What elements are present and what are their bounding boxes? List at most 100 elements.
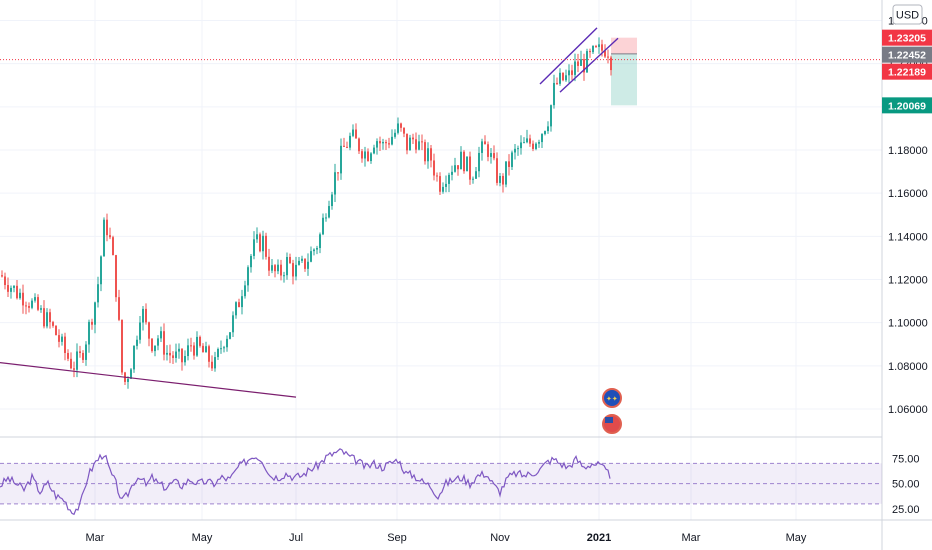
candle-body [538,142,540,144]
candle-body [217,349,219,358]
candle-body [316,248,318,250]
candle-body [271,265,273,271]
candle-body [325,217,327,219]
candle-body [211,361,213,369]
candle-body [385,141,387,144]
candle-body [223,347,225,349]
candle-body [238,302,240,308]
price-tick-label: 1.12000 [888,275,928,287]
candle-body [10,287,12,292]
candle-body [235,302,237,316]
time-label-mar: Mar [86,532,105,544]
candle-body [517,148,519,150]
candle-body [421,141,423,143]
candle-body [265,235,267,257]
candle-body [388,143,390,145]
support-trendline[interactable] [0,362,297,398]
rsi-line [0,448,611,516]
time-label-may: May [192,532,213,544]
candle-body [349,135,351,148]
candle-body [328,206,330,218]
candle-body [16,285,18,299]
price-gridlines [0,20,882,410]
candle-body [412,137,414,140]
candle-body [457,165,459,170]
candle-body [580,59,582,66]
candle-body [451,171,453,175]
candle-body [568,70,570,76]
candle-body [25,305,27,307]
candle-body [199,336,201,346]
time-label-sep: Sep [387,532,407,544]
candle-body [292,263,294,277]
candle-body [391,136,393,145]
price-pane[interactable] [0,0,882,436]
candle-body [466,156,468,172]
us-flag-icon[interactable] [602,414,622,434]
time-axis[interactable]: Mar May Jul Sep Nov 2021 Mar May [86,532,807,544]
candle-body [475,171,477,179]
candle-body [91,321,93,325]
candle-body [289,256,291,264]
economic-event-markers[interactable]: ✦✦ [602,388,622,434]
rsi-axis[interactable]: 75.00 50.00 25.00 [892,453,920,516]
candle-body [463,151,465,172]
candle-body [115,255,117,298]
candle-body [226,338,228,348]
candle-body [160,331,162,339]
channel-upper-line[interactable] [539,27,598,85]
eu-flag-icon[interactable]: ✦✦ [602,388,622,408]
candle-body [130,369,132,379]
candle-body [298,260,300,265]
currency-button[interactable]: USD [892,4,923,25]
rsi-pane[interactable] [0,448,882,516]
price-tag [882,29,932,46]
candle-body [499,175,501,183]
candle-body [577,61,579,66]
candle-body [514,148,516,153]
candle-body [193,345,195,356]
candle-body [151,338,153,352]
candle-body [7,285,9,292]
candle-body [370,153,372,162]
candle-body [433,160,435,176]
candle-body [562,72,564,81]
candle-body [202,345,204,353]
candle-body [139,322,141,340]
position-tool[interactable] [611,37,637,106]
candle-body [31,300,33,308]
candle-body [103,219,105,257]
price-tags: 1.23205 1.22452 1.22189 1.20069 [882,29,932,114]
candle-body [511,152,513,167]
candle-body [274,265,276,272]
candle-body [283,275,285,277]
candle-body [58,335,60,342]
price-tag [882,46,932,63]
candle-body [598,44,600,47]
candle-body [178,348,180,352]
price-tick-label: 1.10000 [888,318,928,330]
candle-body [553,82,555,106]
candle-body [460,151,462,170]
candle-body [208,346,210,362]
candle-body [52,322,54,326]
candle-body [229,332,231,339]
candle-body [607,56,609,58]
candle-body [484,141,486,145]
channel-lower-line[interactable] [559,37,619,93]
candle-body [382,141,384,144]
candle-body [43,308,45,327]
candle-body [148,322,150,339]
candle-body [40,308,42,310]
candle-body [67,352,69,359]
candle-body [418,141,420,150]
time-label-may-2021: May [786,532,807,544]
candle-body [490,153,492,157]
candle-body [520,142,522,149]
candle-body [472,178,474,180]
candle-body [445,183,447,187]
svg-text:✦✦: ✦✦ [606,395,618,403]
price-tick-label: 1.06000 [888,404,928,416]
time-label-jul: Jul [289,532,303,544]
